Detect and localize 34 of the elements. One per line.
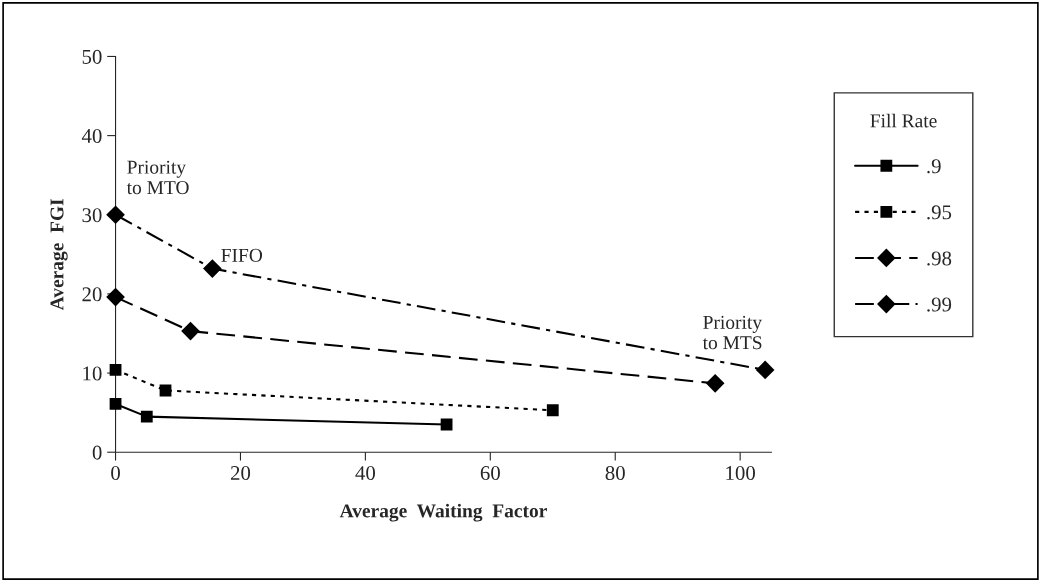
legend-title: Fill Rate	[870, 113, 937, 128]
point	[106, 205, 125, 224]
legend-label: .99	[927, 297, 952, 312]
point	[140, 410, 153, 423]
y-tick-label: 40	[81, 128, 102, 144]
y-axis-title: Average FGI	[50, 199, 68, 311]
y-tick-label: 20	[82, 287, 102, 302]
x-tick-label: 80	[605, 466, 625, 481]
point	[440, 418, 453, 431]
legend-label: .95	[927, 205, 952, 220]
point	[109, 398, 122, 410]
x-tick-label: 100	[726, 466, 755, 481]
x-tick-label: 40	[355, 466, 376, 481]
legend-label: .98	[927, 251, 952, 266]
point	[756, 361, 775, 379]
annotation: Priority to MTS	[702, 315, 762, 350]
point	[109, 363, 122, 376]
point	[203, 259, 222, 278]
x-axis-title: Average Waiting Factor	[339, 503, 547, 522]
x-tick-label: 60	[480, 466, 500, 481]
point	[706, 374, 725, 393]
legend-label: .9	[927, 159, 941, 174]
y-tick-label: 30	[82, 208, 102, 223]
point	[159, 384, 172, 397]
annotation: FIFO	[221, 248, 263, 262]
point	[181, 322, 200, 341]
x-tick-label: 0	[111, 466, 120, 481]
point	[546, 404, 559, 417]
point	[106, 288, 125, 306]
y-tick-label: 50	[82, 49, 102, 64]
y-tick-label: 10	[83, 366, 102, 381]
y-tick-label: 0	[92, 445, 102, 460]
annotation: Priority to MTO	[126, 160, 189, 195]
x-tick-label: 20	[230, 466, 251, 481]
